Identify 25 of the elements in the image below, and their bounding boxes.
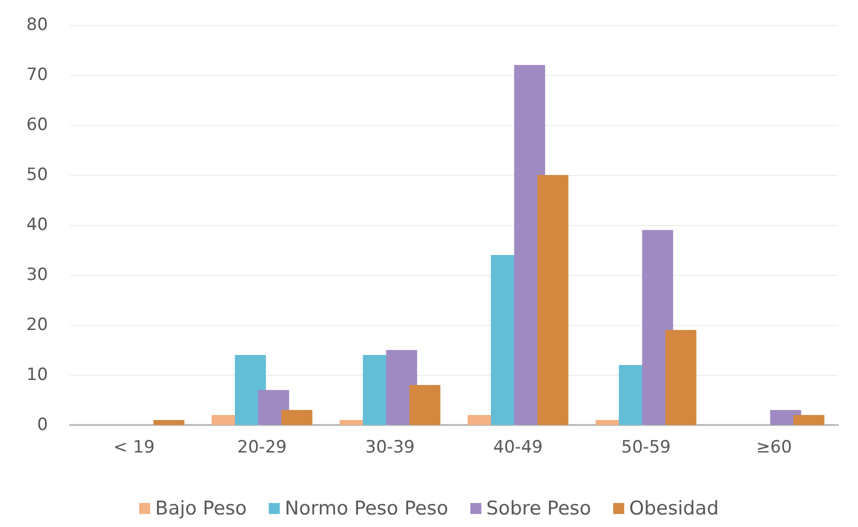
legend-label: Sobre Peso — [486, 498, 592, 520]
x-tick-label: ≥60 — [756, 438, 792, 458]
bar — [153, 420, 184, 425]
x-tick-label: < 19 — [113, 438, 155, 458]
bar — [665, 330, 696, 425]
y-tick-label: 10 — [26, 365, 48, 385]
y-tick-label: 50 — [26, 165, 48, 185]
y-tick-label: 30 — [26, 265, 48, 285]
legend-label: Bajo Peso — [155, 498, 247, 520]
y-tick-label: 60 — [26, 115, 48, 135]
bar — [537, 175, 568, 425]
legend-label: Normo Peso Peso — [284, 498, 448, 520]
bar — [281, 410, 312, 425]
legend-label: Obesidad — [629, 498, 719, 520]
y-tick-label: 20 — [26, 315, 48, 335]
y-tick-label: 0 — [37, 415, 48, 435]
x-tick-label: 50-59 — [621, 438, 671, 458]
y-tick-label: 80 — [26, 15, 48, 35]
x-tick-label: 40-49 — [493, 438, 543, 458]
y-tick-label: 40 — [26, 215, 48, 235]
x-tick-label: 30-39 — [365, 438, 415, 458]
bar — [793, 415, 824, 425]
y-tick-label: 70 — [26, 65, 48, 85]
x-tick-label: 20-29 — [237, 438, 287, 458]
bar — [409, 385, 440, 425]
